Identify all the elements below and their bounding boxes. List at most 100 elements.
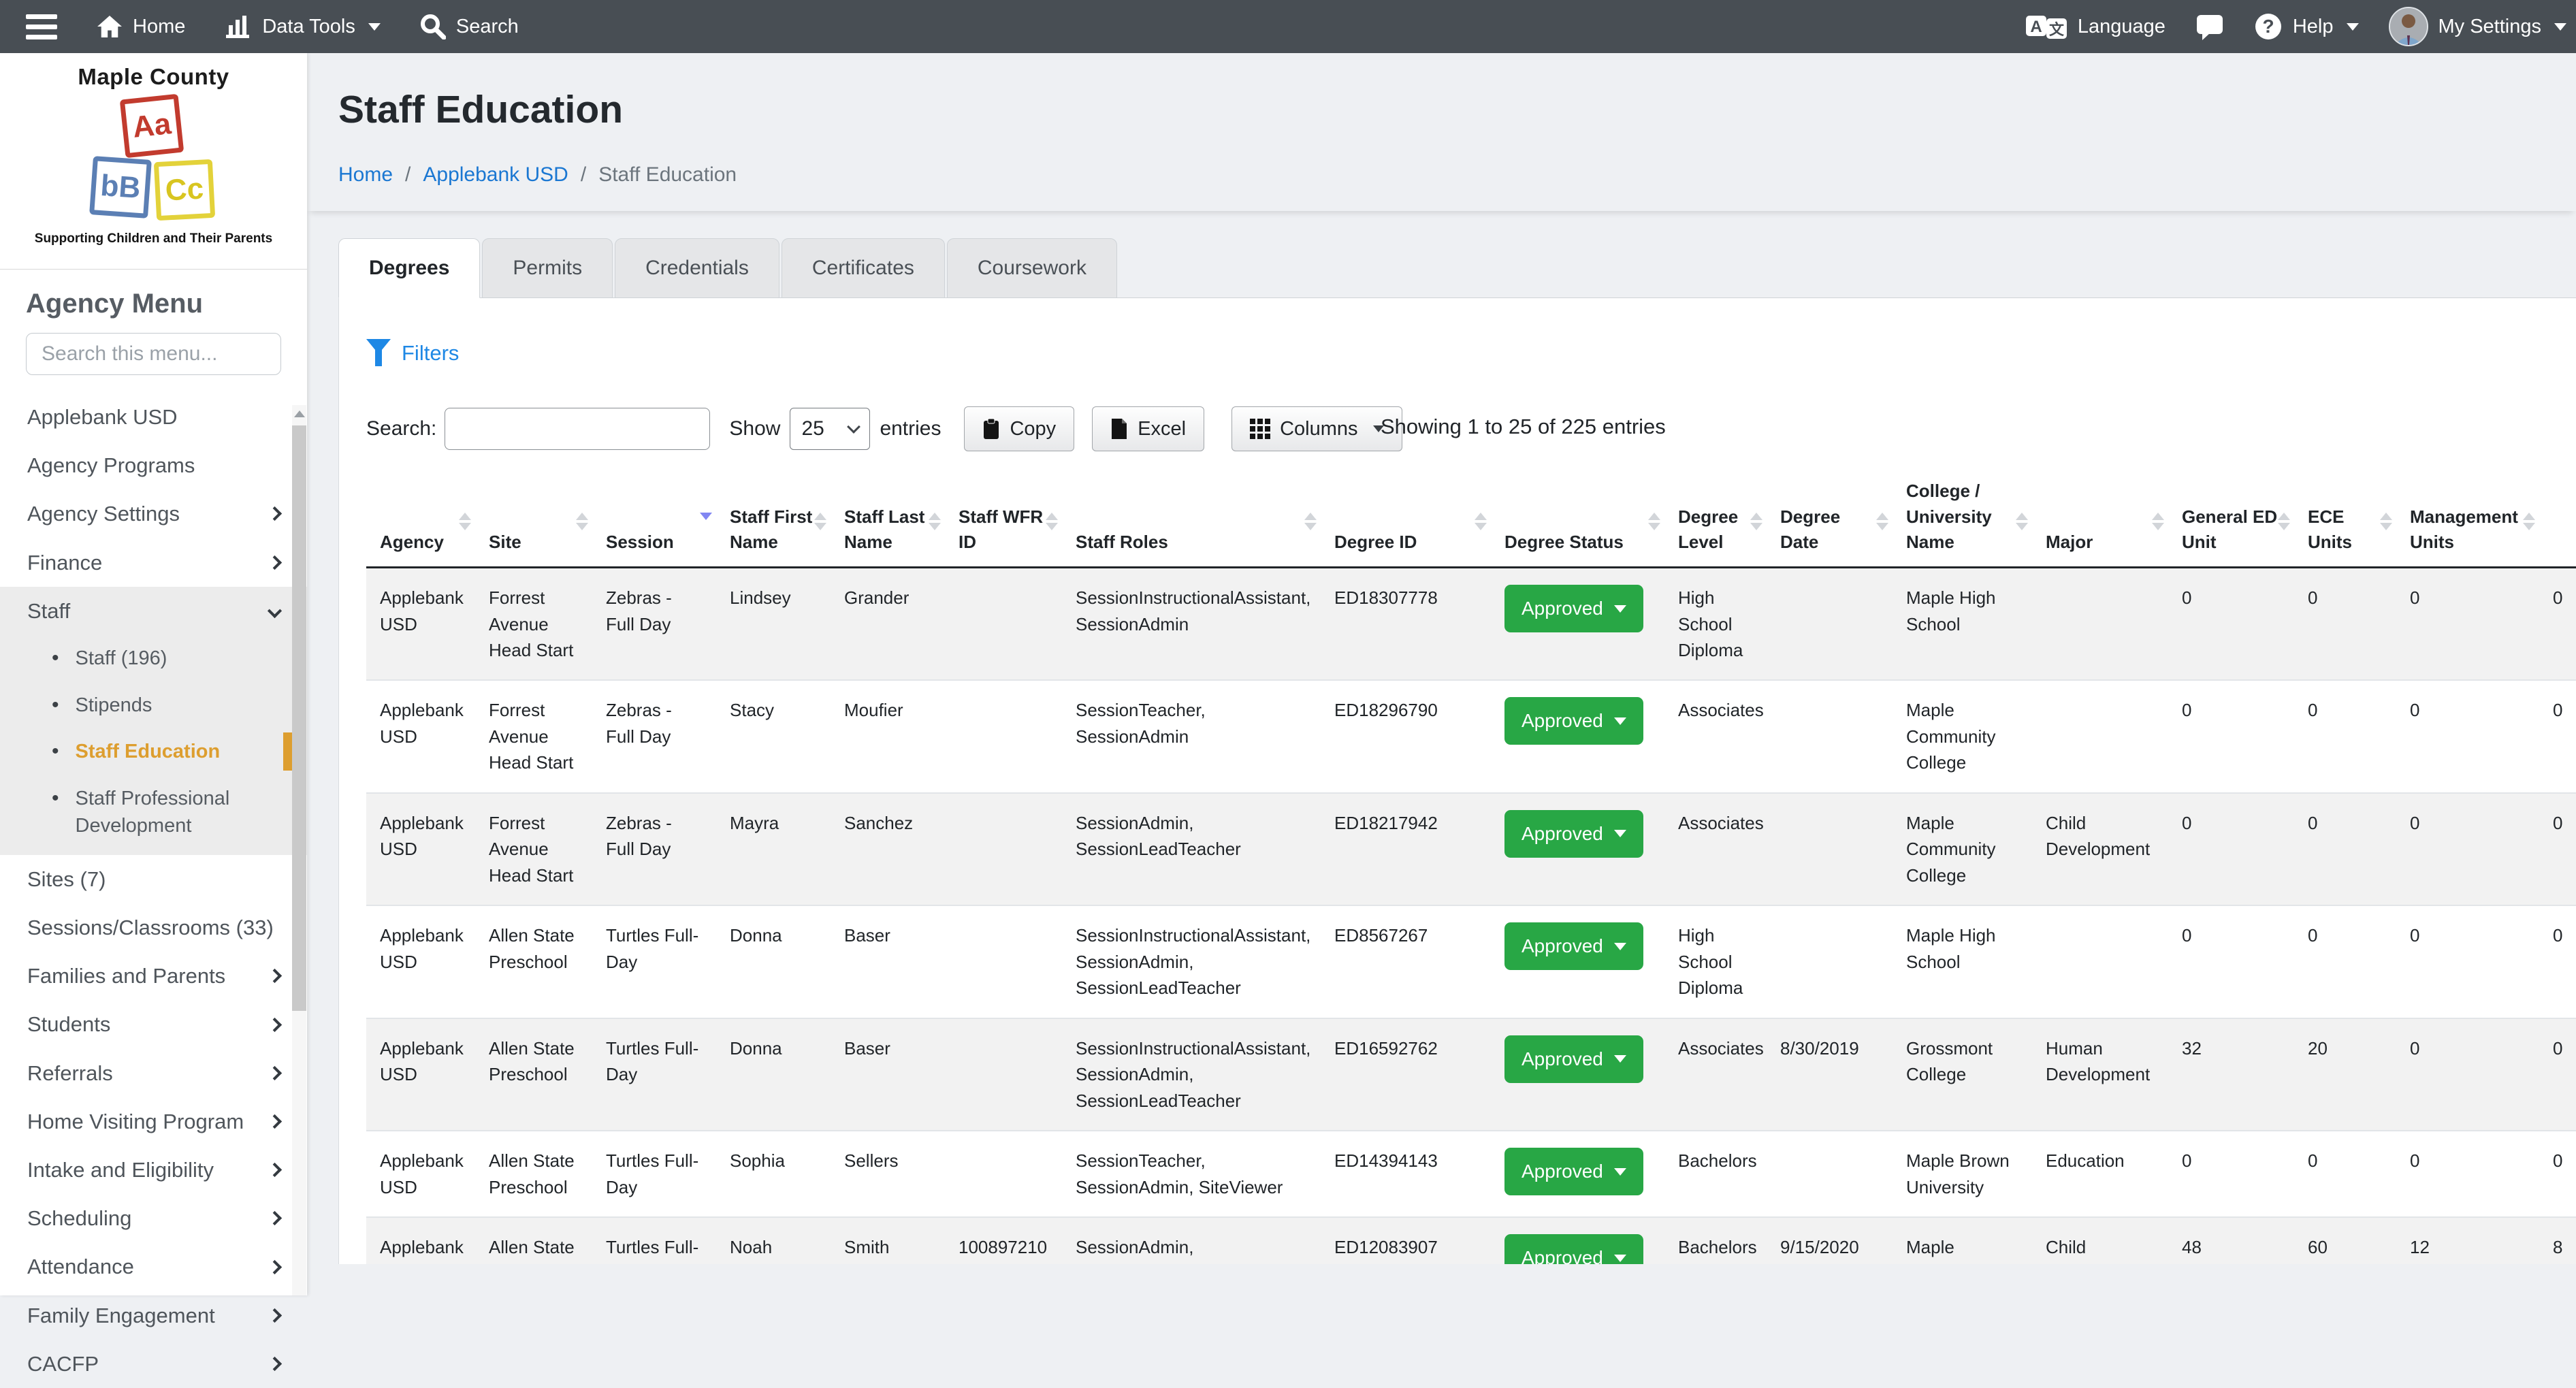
sort-asc-icon — [2380, 513, 2392, 520]
tab-credentials[interactable]: Credentials — [615, 238, 779, 298]
tab-coursework[interactable]: Coursework — [947, 238, 1117, 298]
column-header-degree-id[interactable]: Degree ID — [1321, 470, 1491, 568]
sidebar-item-label: Staff Education — [76, 738, 221, 766]
cell-staff-last-name: Sanchez — [831, 793, 945, 905]
column-header-staff-first-name[interactable]: Staff First Name — [716, 470, 831, 568]
comment-icon — [2195, 12, 2224, 41]
degree-status-dropdown[interactable]: Approved — [1504, 922, 1643, 970]
sort-desc-icon — [2278, 523, 2290, 530]
sidebar-item-stipends[interactable]: •Stipends — [0, 682, 307, 729]
excel-button[interactable]: Excel — [1092, 406, 1204, 451]
column-header-agency[interactable]: Agency — [366, 470, 475, 568]
sort-desc-icon — [2380, 523, 2392, 530]
nav-language[interactable]: A 文 Language — [2025, 13, 2166, 40]
column-header-general-ed-unit[interactable]: General ED Unit — [2168, 470, 2294, 568]
degree-status-dropdown[interactable]: Approved — [1504, 585, 1643, 632]
column-header-site[interactable]: Site — [475, 470, 592, 568]
search-label: Search: — [366, 417, 436, 440]
scrollbar-thumb[interactable] — [292, 425, 306, 1011]
filters-toggle[interactable]: Filters — [366, 339, 459, 368]
degree-status-dropdown[interactable]: Approved — [1504, 697, 1643, 745]
nav-search[interactable]: Search — [420, 14, 519, 39]
cell-general-ed-unit: 0 — [2168, 1131, 2294, 1217]
sidebar-item-sites-7[interactable]: Sites (7) — [0, 855, 307, 903]
cell-staff-wfr-id — [945, 680, 1062, 792]
degree-status-dropdown[interactable]: Approved — [1504, 1234, 1643, 1264]
tab-certificates[interactable]: Certificates — [782, 238, 945, 298]
column-header-staff-wfr-id[interactable]: Staff WFR ID — [945, 470, 1062, 568]
column-header-label: Staff Last Name — [844, 506, 924, 553]
bullet-icon: • — [52, 738, 59, 764]
degree-status-dropdown[interactable]: Approved — [1504, 1148, 1643, 1195]
sidebar-item-sessions-classrooms-33[interactable]: Sessions/Classrooms (33) — [0, 903, 307, 952]
sidebar-menu-search-input[interactable] — [26, 333, 281, 375]
sidebar-item-home-visiting-program[interactable]: Home Visiting Program — [0, 1097, 307, 1146]
sidebar-item-label: Staff Professional Development — [76, 785, 259, 840]
column-header-label: Staff WFR ID — [959, 506, 1043, 553]
sidebar-item-agency-settings[interactable]: Agency Settings — [0, 489, 307, 538]
column-header-label: Degree Level — [1678, 506, 1738, 553]
sidebar-item-cacfp[interactable]: CACFP — [0, 1340, 307, 1388]
user-avatar — [2389, 7, 2428, 46]
column-header-session[interactable]: Session — [592, 470, 716, 568]
scroll-up-icon[interactable] — [294, 410, 305, 417]
column-header-staff-last-name[interactable]: Staff Last Name — [831, 470, 945, 568]
cell-ece-units: 0 — [2294, 680, 2396, 792]
page-size-select[interactable]: 25 — [790, 408, 870, 450]
sidebar-item-label: Stipends — [76, 692, 152, 720]
column-header-management-units[interactable]: Management Units — [2396, 470, 2539, 568]
breadcrumb-home[interactable]: Home — [338, 163, 393, 187]
cell-session: Turtles Full-Day — [592, 905, 716, 1018]
column-header-college-university-name[interactable]: College / University Name — [1893, 470, 2032, 568]
chevron-down-icon — [1614, 605, 1626, 613]
hamburger-menu-icon[interactable] — [26, 14, 57, 39]
columns-button[interactable]: Columns — [1231, 406, 1402, 451]
sidebar-item-staff-professional-development[interactable]: •Staff Professional Development — [0, 775, 307, 850]
sort-desc-icon — [2152, 523, 2164, 530]
nav-help[interactable]: ? Help — [2254, 12, 2359, 41]
column-header-degree-date[interactable]: Degree Date — [1767, 470, 1893, 568]
sidebar-item-students[interactable]: Students — [0, 1000, 307, 1048]
sidebar-item-intake-and-eligibility[interactable]: Intake and Eligibility — [0, 1146, 307, 1194]
nav-my-settings[interactable]: My Settings — [2389, 7, 2567, 46]
sidebar-item-applebank-usd[interactable]: Applebank USD — [0, 393, 307, 441]
nav-data-tools[interactable]: Data Tools — [225, 14, 381, 39]
cell-session: Zebras - Full Day — [592, 680, 716, 792]
cell-staff-first-name: Stacy — [716, 680, 831, 792]
cell-extra: 0 — [2539, 568, 2576, 681]
column-header-ece-units[interactable]: ECE Units — [2294, 470, 2396, 568]
sidebar-item-families-and-parents[interactable]: Families and Parents — [0, 952, 307, 1000]
sort-asc-icon — [1475, 513, 1487, 520]
tab-permits[interactable]: Permits — [482, 238, 613, 298]
cell-agency: Applebank USD — [366, 680, 475, 792]
sidebar-item-family-engagement[interactable]: Family Engagement — [0, 1291, 307, 1340]
sort-asc-icon — [1750, 513, 1762, 520]
sidebar-item-referrals[interactable]: Referrals — [0, 1049, 307, 1097]
nav-home[interactable]: Home — [97, 15, 185, 38]
sidebar-item-finance[interactable]: Finance — [0, 538, 307, 587]
sidebar-item-attendance[interactable]: Attendance — [0, 1242, 307, 1291]
sidebar-item-staff[interactable]: Staff — [0, 587, 307, 635]
cell-staff-roles: SessionAdmin, SessionLeadTeacher — [1062, 793, 1321, 905]
column-header-staff-roles[interactable]: Staff Roles — [1062, 470, 1321, 568]
column-header-degree-status[interactable]: Degree Status — [1491, 470, 1664, 568]
copy-button[interactable]: Copy — [964, 406, 1074, 451]
cell-management-units: 0 — [2396, 1131, 2539, 1217]
nav-messages[interactable] — [2195, 12, 2224, 41]
sidebar-item-scheduling[interactable]: Scheduling — [0, 1194, 307, 1242]
table-search-input[interactable] — [445, 408, 710, 450]
cell-staff-first-name: Noah — [716, 1217, 831, 1264]
sidebar-scrollbar[interactable] — [292, 405, 306, 1295]
degree-status-dropdown[interactable]: Approved — [1504, 1035, 1643, 1083]
column-header-degree-level[interactable]: Degree Level — [1664, 470, 1767, 568]
sidebar-item-agency-programs[interactable]: Agency Programs — [0, 441, 307, 489]
sort-icon — [2152, 513, 2164, 530]
sidebar-item-staff-196[interactable]: •Staff (196) — [0, 635, 307, 682]
degree-status-dropdown[interactable]: Approved — [1504, 810, 1643, 858]
chevron-right-icon — [268, 1211, 282, 1225]
breadcrumb-applebank-usd[interactable]: Applebank USD — [423, 163, 568, 187]
column-header-major[interactable]: Major — [2032, 470, 2168, 568]
sidebar-item-staff-education[interactable]: • Staff Education — [0, 728, 307, 775]
tab-degrees[interactable]: Degrees — [338, 238, 480, 298]
